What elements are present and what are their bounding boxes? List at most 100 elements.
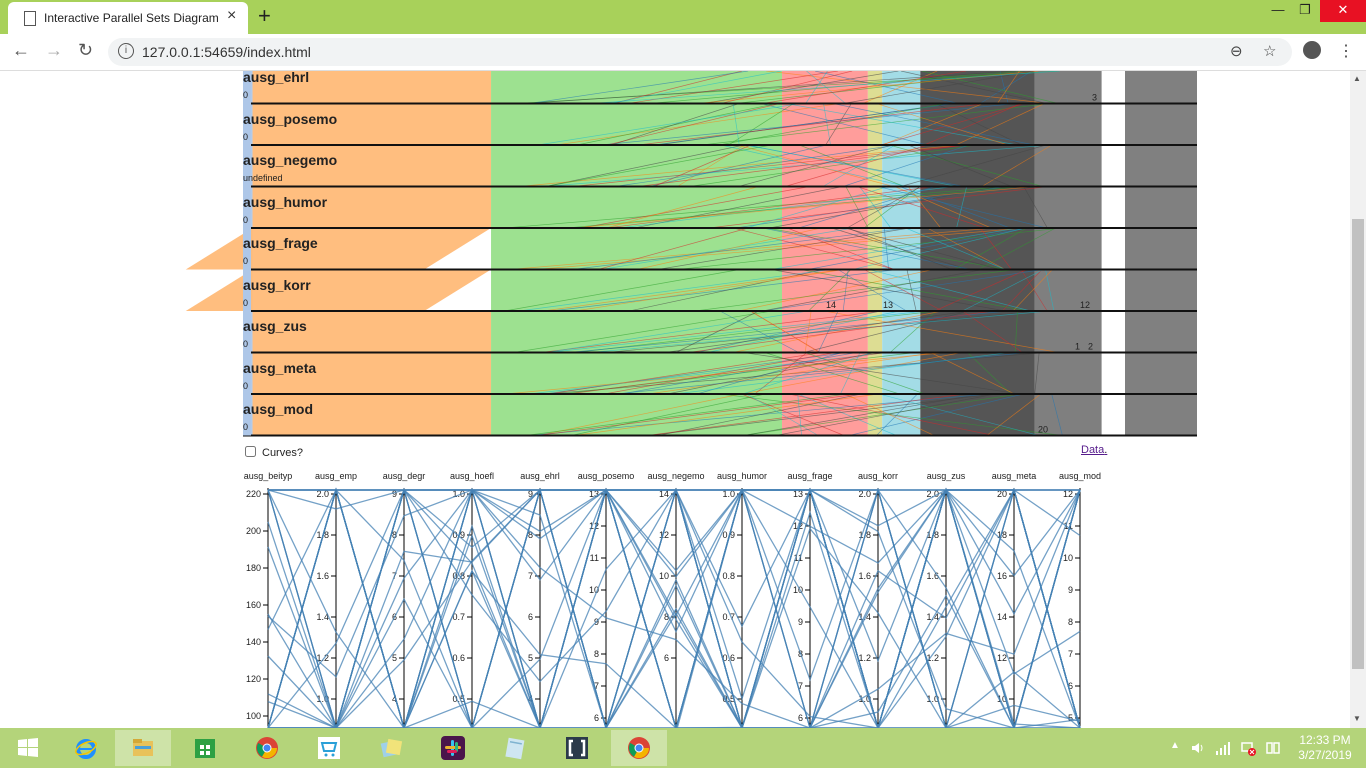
axis-title: ausg_humor bbox=[717, 471, 767, 481]
browser-tab[interactable]: Interactive Parallel Sets Diagram × bbox=[8, 2, 248, 34]
tab-close-button[interactable]: × bbox=[227, 7, 236, 25]
taskbar-slack[interactable] bbox=[425, 730, 481, 766]
ribbon-gap bbox=[1110, 270, 1125, 312]
taskbar-shopping[interactable] bbox=[301, 730, 357, 766]
forward-icon[interactable]: → bbox=[45, 40, 63, 61]
taskbar-chrome[interactable] bbox=[239, 730, 295, 766]
slack-icon bbox=[441, 736, 465, 760]
ribbon-band-grey bbox=[1125, 71, 1197, 104]
ribbon-gap bbox=[1110, 228, 1125, 270]
ribbon-band bbox=[491, 394, 782, 436]
internet-explorer-icon bbox=[74, 736, 98, 760]
data-link-period: . bbox=[1104, 444, 1107, 456]
scroll-down-icon[interactable]: ▼ bbox=[1353, 714, 1361, 723]
taskbar-chrome-active[interactable] bbox=[611, 730, 667, 766]
pc-lines bbox=[268, 490, 1080, 728]
ribbon-gap bbox=[1110, 311, 1125, 353]
taskbar-clock[interactable]: 12:33 PM 3/27/2019 bbox=[1296, 733, 1354, 763]
category-label: 3 bbox=[1092, 93, 1097, 103]
menu-kebab-icon[interactable]: ⋮ bbox=[1338, 41, 1354, 61]
dimension-label[interactable]: ausg_negemo bbox=[243, 152, 337, 168]
tab-title: Interactive Parallel Sets Diagram bbox=[44, 11, 219, 25]
dimension-sublabel: undefined bbox=[243, 173, 283, 183]
axis-tick-label: 1.4 bbox=[926, 612, 939, 622]
restore-button[interactable]: ❐ bbox=[1290, 0, 1320, 22]
account-icon[interactable] bbox=[1303, 41, 1321, 59]
category-label: 1 bbox=[1075, 342, 1080, 352]
curves-toggle[interactable]: Curves? bbox=[245, 446, 303, 459]
ribbon-band bbox=[920, 104, 1034, 146]
dimension-label[interactable]: ausg_korr bbox=[243, 277, 311, 293]
info-icon[interactable]: i bbox=[118, 43, 134, 59]
axis-tick-label: 9 bbox=[798, 617, 803, 627]
ribbon-band bbox=[491, 270, 782, 312]
category-label: 13 bbox=[883, 300, 893, 310]
new-tab-button[interactable]: + bbox=[258, 3, 271, 29]
reload-icon[interactable]: ↻ bbox=[78, 40, 93, 61]
start-button[interactable] bbox=[0, 730, 56, 766]
parallel-coordinates-plot[interactable]: ausg_beityp 220 200 180 160 140 120 100 ausg_emp… bbox=[0, 468, 1350, 728]
back-icon[interactable]: ← bbox=[12, 40, 30, 61]
close-window-button[interactable]: ✕ bbox=[1320, 0, 1366, 22]
dimension-sublabel: 0 bbox=[243, 422, 248, 432]
ribbon-band bbox=[1035, 145, 1102, 187]
taskbar-bracket-app[interactable] bbox=[549, 730, 605, 766]
address-url[interactable]: 127.0.0.1:54659/index.html bbox=[142, 44, 311, 60]
battery-icon[interactable] bbox=[1265, 740, 1281, 756]
taskbar-notepad[interactable] bbox=[487, 730, 543, 766]
address-bar[interactable]: i 127.0.0.1:54659/index.html ⊖ ☆ bbox=[108, 38, 1292, 66]
axis-tick-label: 14 bbox=[997, 612, 1007, 622]
ribbon-band-grey bbox=[1125, 104, 1197, 146]
axis-tick-label: 1.6 bbox=[316, 571, 329, 581]
ribbon-gap bbox=[1110, 394, 1125, 436]
clock-time: 12:33 PM bbox=[1296, 733, 1354, 748]
signal-icon[interactable] bbox=[1215, 740, 1231, 756]
data-link-text[interactable]: Data bbox=[1081, 444, 1104, 456]
dimension-label[interactable]: ausg_humor bbox=[243, 194, 327, 210]
tray-chevron-icon[interactable]: ▲ bbox=[1170, 740, 1180, 751]
scrollbar-thumb[interactable] bbox=[1352, 219, 1364, 669]
dimension-label[interactable]: ausg_ehrl bbox=[243, 71, 309, 85]
axis-tick-label: 0.6 bbox=[452, 653, 465, 663]
dimension-sublabel: 0 bbox=[243, 132, 248, 142]
page-icon bbox=[24, 11, 36, 26]
scroll-up-icon[interactable]: ▲ bbox=[1353, 74, 1361, 83]
axis-tick-label: 8 bbox=[594, 649, 599, 659]
zoom-icon[interactable]: ⊖ bbox=[1230, 42, 1243, 60]
dimension-label[interactable]: ausg_zus bbox=[243, 318, 307, 334]
axis-title: ausg_ehrl bbox=[520, 471, 560, 481]
axis-title: ausg_emp bbox=[315, 471, 357, 481]
windows-logo-icon bbox=[16, 736, 40, 760]
axis-tick-label: 0.8 bbox=[722, 571, 735, 581]
taskbar-file-explorer[interactable] bbox=[115, 730, 171, 766]
network-alert-icon[interactable] bbox=[1240, 740, 1256, 756]
dimension-label[interactable]: ausg_frage bbox=[243, 235, 318, 251]
speaker-icon[interactable] bbox=[1190, 740, 1206, 756]
axis-title: ausg_degr bbox=[383, 471, 426, 481]
axis-tick-label: 1.2 bbox=[858, 653, 871, 663]
curves-checkbox[interactable] bbox=[245, 446, 256, 457]
ribbon-band bbox=[1035, 228, 1102, 270]
ribbon-band-grey bbox=[1125, 145, 1197, 187]
axis-tick-label: 6 bbox=[798, 713, 803, 723]
dimension-label[interactable]: ausg_mod bbox=[243, 401, 313, 417]
category-label: 12 bbox=[1080, 300, 1090, 310]
taskbar-photos[interactable] bbox=[363, 730, 419, 766]
axis-tick-label: 11 bbox=[590, 553, 599, 563]
axis-tick-label: 6 bbox=[528, 612, 533, 622]
data-link[interactable]: Data. bbox=[1081, 444, 1107, 456]
dimension-sublabel: 0 bbox=[243, 256, 248, 266]
taskbar-store[interactable] bbox=[177, 730, 233, 766]
chrome-icon bbox=[255, 736, 279, 760]
browser-toolbar: ← → ↻ i 127.0.0.1:54659/index.html ⊖ ☆ ⋮ bbox=[0, 34, 1366, 71]
dimension-label[interactable]: ausg_meta bbox=[243, 360, 316, 376]
page-scrollbar[interactable]: ▲ ▼ bbox=[1350, 71, 1366, 728]
axis-tick-label: 220 bbox=[246, 489, 261, 499]
axis-tick-label: 10 bbox=[1063, 553, 1073, 563]
parallel-sets-diagram[interactable]: 3 14 13 12 1 2 20 bbox=[0, 71, 1350, 441]
taskbar-ie[interactable] bbox=[58, 730, 114, 766]
minimize-button[interactable]: — bbox=[1263, 0, 1293, 22]
dimension-label[interactable]: ausg_posemo bbox=[243, 111, 337, 127]
axis-tick-label: 200 bbox=[246, 526, 261, 536]
bookmark-star-icon[interactable]: ☆ bbox=[1263, 42, 1276, 60]
